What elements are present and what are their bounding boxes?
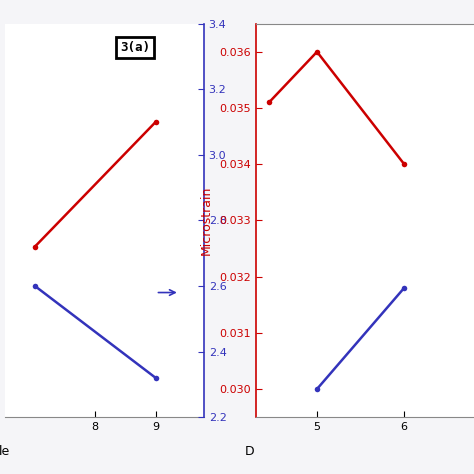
Y-axis label: Microstrain: Microstrain xyxy=(200,186,212,255)
Text: 3(a): 3(a) xyxy=(120,41,150,54)
Y-axis label: Dislocation density
(lines/m²): Dislocation density (lines/m²) xyxy=(310,167,331,273)
Text: le: le xyxy=(0,445,10,458)
Text: D: D xyxy=(245,445,255,458)
